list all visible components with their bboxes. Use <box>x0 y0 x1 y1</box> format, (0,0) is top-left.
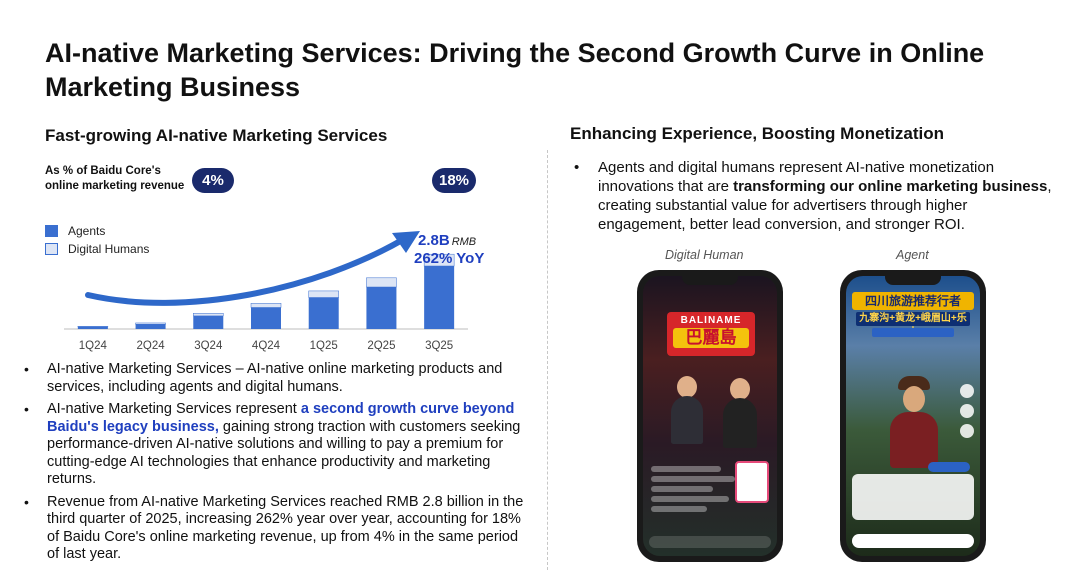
bullet-text: AI-native Marketing Services represent <box>47 401 301 417</box>
agent-avatar-body <box>890 412 938 468</box>
x-tick-label-4Q24: 4Q24 <box>252 340 281 352</box>
digital-human-livestream-screen: BALINAME 巴麗島 <box>643 276 777 556</box>
chat-message-line <box>651 486 713 492</box>
chat-message-line <box>651 466 721 472</box>
comment-input-bar[interactable] <box>649 536 771 548</box>
revenue-bar-chart: 1Q24 2Q24 3Q24 4Q24 1Q25 2Q25 3Q25 <box>64 231 468 352</box>
callout-revenue: 2.8B RMB <box>418 232 476 249</box>
phone-notch <box>885 276 941 285</box>
phone-caption-agent: Agent <box>896 248 929 262</box>
bar-agents-1Q24 <box>77 326 108 329</box>
chart-y-label: As % of Baidu Core's online marketing re… <box>45 165 185 192</box>
share-pill-start: 4% <box>192 168 234 193</box>
x-tick-label-3Q24: 3Q24 <box>194 340 223 352</box>
bar-agents-3Q24 <box>193 315 224 329</box>
right-bullet-text-continued: , creating substantial value for adverti… <box>598 178 1052 233</box>
bar-digital-humans-4Q24 <box>250 303 282 308</box>
left-bullet-list: AI-native Marketing Services – AI-native… <box>22 361 532 569</box>
callout-revenue-unit: RMB <box>451 236 477 248</box>
bar-agents-3Q25 <box>424 266 455 329</box>
section-divider <box>547 150 548 570</box>
agent-banner-subtitle: 九寨沟+黄龙+峨眉山+乐山 <box>856 312 970 338</box>
bullet-text: AI-native Marketing Services – AI-native… <box>47 361 503 395</box>
bar-digital-humans-1Q24 <box>77 326 109 328</box>
left-bullet-revenue: Revenue from AI-native Marketing Service… <box>22 494 532 564</box>
legend-item-digital-humans: Digital Humans <box>45 240 149 258</box>
x-tick-label-1Q24: 1Q24 <box>79 340 108 352</box>
phone-notch <box>682 276 738 285</box>
digital-human-host-1-head <box>677 376 697 398</box>
growth-trend-arrowhead <box>392 231 420 253</box>
user-chat-bubble <box>928 462 970 472</box>
phone-mockup-digital-human: BALINAME 巴麗島 <box>637 270 783 562</box>
x-tick-label-1Q25: 1Q25 <box>310 340 338 352</box>
product-card[interactable] <box>735 461 769 503</box>
callout-revenue-value: 2.8B <box>418 232 450 249</box>
brand-sign: BALINAME 巴麗島 <box>667 312 755 356</box>
left-bullet-definition: AI-native Marketing Services – AI-native… <box>22 361 532 396</box>
legend-swatch-agents <box>45 225 58 237</box>
bullet-highlight: a second growth curve beyond Baidu's leg… <box>47 401 515 435</box>
agent-banner-tag <box>872 328 954 337</box>
agent-chat-reply <box>852 474 974 520</box>
legend-label-digital-humans: Digital Humans <box>68 242 150 256</box>
bar-digital-humans-2Q25 <box>366 277 397 288</box>
digital-human-host-2-head <box>730 378 750 400</box>
wechat-icon[interactable] <box>960 404 974 418</box>
bar-agents-2Q25 <box>366 287 397 329</box>
callout-yoy: 262% YoY <box>414 250 485 267</box>
bar-digital-humans-1Q25 <box>308 290 339 298</box>
chat-message-line <box>651 506 707 512</box>
bullet-text: Revenue from AI-native Marketing Service… <box>47 493 524 563</box>
bar-digital-humans-3Q25 <box>423 253 455 267</box>
agent-banner-title: 四川旅游推荐行者 <box>852 292 974 310</box>
right-bullet-text: Agents and digital humans represent AI-n… <box>598 159 995 195</box>
legend-swatch-digital-humans <box>45 243 58 255</box>
agent-avatar-head <box>903 386 925 412</box>
phone-mockup-agent: 四川旅游推荐行者 九寨沟+黄龙+峨眉山+乐山 <box>840 270 986 562</box>
bar-agents-1Q25 <box>308 297 339 329</box>
growth-trend-arrow <box>85 236 407 306</box>
x-tick-label-2Q25: 2Q25 <box>367 340 395 352</box>
share-icon[interactable] <box>960 384 974 398</box>
bullet-text-continued: gaining strong traction with customers s… <box>47 418 521 488</box>
right-bullet: Agents and digital humans represent AI-n… <box>572 158 1052 234</box>
digital-human-host-2 <box>723 398 757 448</box>
agent-chat-screen: 四川旅游推荐行者 九寨沟+黄龙+峨眉山+乐山 <box>846 276 980 556</box>
left-bullet-growth-curve: AI-native Marketing Services represent a… <box>22 401 532 489</box>
right-bullet-bold: transforming our online marketing busine… <box>733 178 1048 195</box>
x-tick-label-3Q25: 3Q25 <box>425 340 453 352</box>
share-pill-end: 18% <box>432 168 476 193</box>
digital-human-host-1 <box>671 396 703 444</box>
bar-agents-4Q24 <box>251 307 281 329</box>
legend-item-agents: Agents <box>45 222 149 240</box>
agent-avatar-hat <box>898 376 930 390</box>
agent-question-input[interactable] <box>852 534 974 548</box>
x-tick-label-2Q24: 2Q24 <box>137 340 166 352</box>
chart-legend: Agents Digital Humans <box>45 222 149 258</box>
bar-digital-humans-3Q24 <box>193 313 224 317</box>
legend-label-agents: Agents <box>68 224 106 238</box>
brand-name-latin: BALINAME <box>680 315 742 326</box>
bar-agents-2Q24 <box>135 324 166 329</box>
bar-digital-humans-2Q24 <box>135 322 166 325</box>
right-section-heading: Enhancing Experience, Boosting Monetizat… <box>570 124 945 143</box>
chat-message-line <box>651 496 729 502</box>
phone-call-icon[interactable] <box>960 424 974 438</box>
brand-name-chinese: 巴麗島 <box>673 328 749 348</box>
chat-message-line <box>651 476 735 482</box>
page-title: AI-native Marketing Services: Driving th… <box>45 38 985 102</box>
phone-caption-digital-human: Digital Human <box>665 248 744 262</box>
left-section-heading: Fast-growing AI-native Marketing Service… <box>45 126 388 145</box>
